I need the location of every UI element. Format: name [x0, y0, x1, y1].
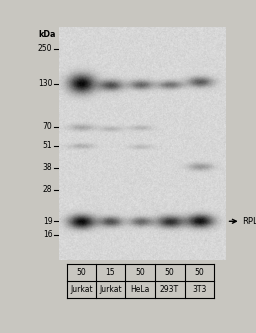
Text: 130: 130: [38, 79, 52, 88]
Text: 15: 15: [106, 268, 115, 277]
Text: kDa: kDa: [39, 30, 56, 39]
Text: 50: 50: [135, 268, 145, 277]
Text: 16: 16: [43, 230, 52, 239]
Text: 293T: 293T: [160, 285, 179, 294]
Text: RPL12: RPL12: [242, 217, 256, 226]
Text: 250: 250: [38, 44, 52, 53]
Text: 3T3: 3T3: [192, 285, 207, 294]
Text: 50: 50: [195, 268, 204, 277]
Text: HeLa: HeLa: [131, 285, 150, 294]
Text: 38: 38: [43, 163, 52, 172]
Text: Jurkat: Jurkat: [70, 285, 93, 294]
Text: 51: 51: [43, 141, 52, 150]
Text: 50: 50: [77, 268, 86, 277]
Text: 50: 50: [165, 268, 174, 277]
Text: Jurkat: Jurkat: [99, 285, 122, 294]
Text: 19: 19: [43, 217, 52, 226]
Text: 70: 70: [43, 122, 52, 132]
Text: 28: 28: [43, 185, 52, 194]
